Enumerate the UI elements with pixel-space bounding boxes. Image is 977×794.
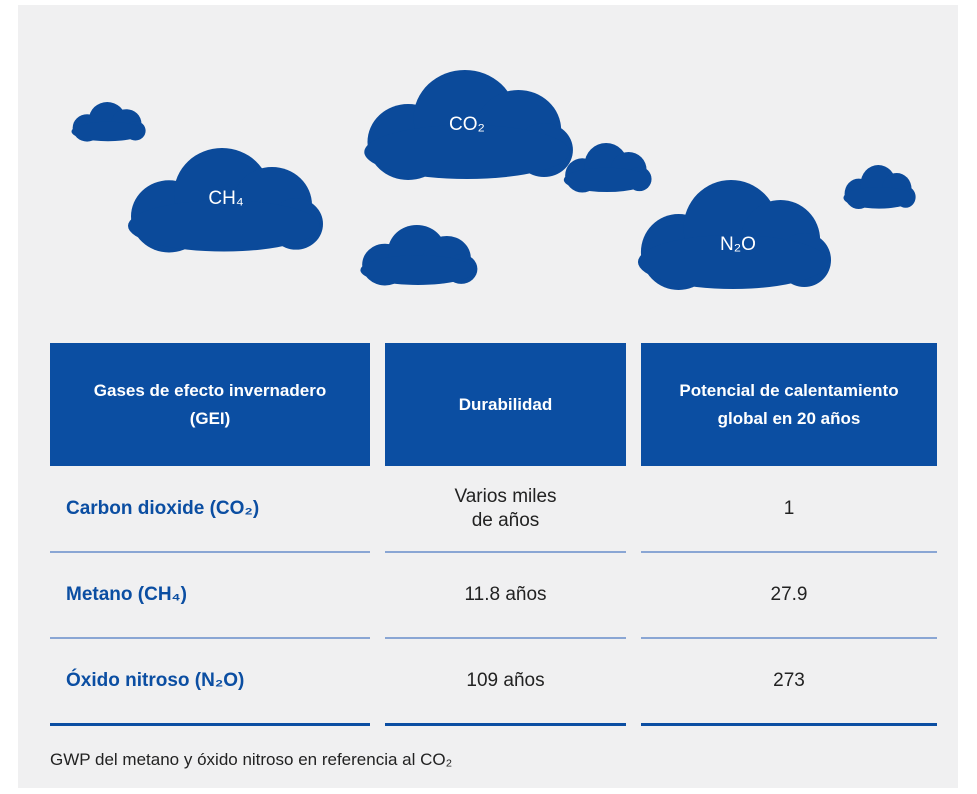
cell: 273 xyxy=(641,638,937,724)
cell: 109 años xyxy=(385,638,626,724)
cloud xyxy=(72,102,146,142)
row-separator xyxy=(641,723,937,726)
gas-name: Metano (CH₄) xyxy=(50,552,370,638)
cloud xyxy=(843,165,915,209)
cloud-label: N₂O xyxy=(720,234,756,255)
cell: 11.8 años xyxy=(385,552,626,638)
header-cell: Durabilidad xyxy=(385,343,626,466)
cloud-label: CO₂ xyxy=(449,114,485,135)
cloud xyxy=(360,225,477,286)
gas-name: Óxido nitroso (N₂O) xyxy=(50,638,370,724)
cell: 1 xyxy=(641,466,937,552)
footnote: GWP del metano y óxido nitroso en refere… xyxy=(50,750,452,770)
cloud xyxy=(564,143,652,193)
page: CO₂ CH₄ N₂O Gases de efecto invernadero … xyxy=(0,0,977,794)
cell: 27.9 xyxy=(641,552,937,638)
row-separator xyxy=(50,723,370,726)
row-separator xyxy=(385,723,626,726)
header-cell: Potencial de calentamiento global en 20 … xyxy=(641,343,937,466)
cloud-label: CH₄ xyxy=(208,188,243,209)
cell: Varios miles de años xyxy=(385,466,626,552)
header-cell: Gases de efecto invernadero (GEI) xyxy=(50,343,370,466)
gas-name: Carbon dioxide (CO₂) xyxy=(50,466,370,552)
